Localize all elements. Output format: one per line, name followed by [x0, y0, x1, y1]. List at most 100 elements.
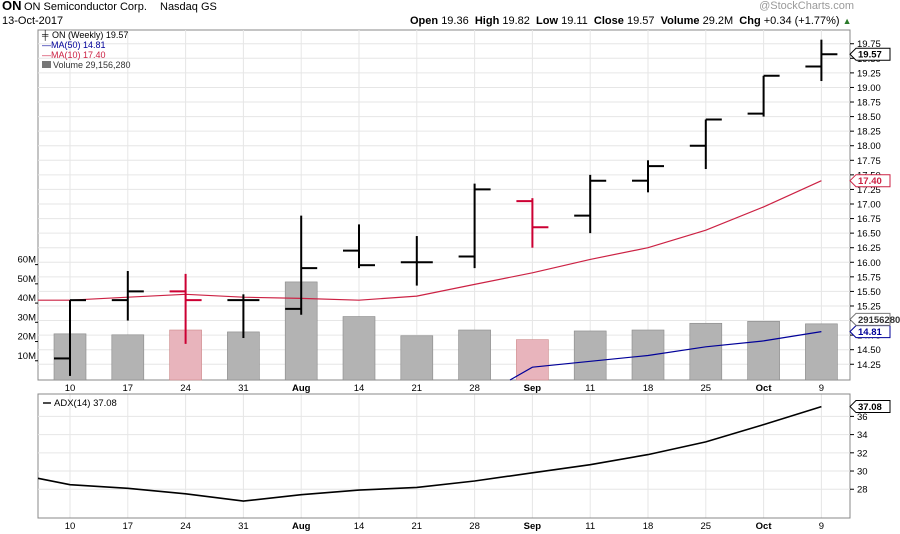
x-tick-label: 18 — [643, 383, 654, 394]
line-icon: — — [42, 40, 51, 50]
price-tick-label: 14.25 — [857, 360, 881, 371]
adx-line — [37, 405, 822, 502]
low-label: Low — [536, 15, 559, 27]
price-tick-label: 15.50 — [857, 287, 881, 298]
price-tick-label: 19.75 — [857, 39, 881, 50]
adx-panel-frame — [37, 393, 851, 519]
volume-bar — [227, 331, 260, 381]
exchange: Nasdaq GS — [160, 1, 217, 13]
legend-price: ╪ ON (Weekly) 19.57 — [42, 30, 129, 40]
volume-bar — [573, 330, 607, 381]
price-tick-label: 19.25 — [857, 68, 881, 79]
ohlc-bar — [747, 74, 780, 117]
price-tick-label: 18.25 — [857, 127, 881, 138]
ma50-line — [509, 331, 822, 381]
volume-tick-label: 50M — [18, 274, 37, 285]
chg-label: Chg — [739, 15, 761, 27]
price-tick-label: 16.25 — [857, 243, 881, 254]
volume-bar — [400, 335, 434, 381]
volume-bar — [805, 323, 838, 381]
axes: 14.2514.5014.7515.0015.2515.5015.7516.00… — [18, 39, 900, 532]
x-tick-label: 14 — [354, 521, 365, 532]
volume-marker-label: 29156280 — [858, 315, 900, 326]
volume-tick-label: 40M — [18, 293, 37, 304]
price-bars — [54, 39, 838, 376]
volume-bar — [458, 329, 491, 381]
volume-tick-label: 10M — [18, 351, 37, 362]
volume-marker-box — [849, 312, 891, 326]
quote-values: Open 19.36 High 19.82 Low 19.11 Close 19… — [410, 14, 852, 28]
ohlc-bar — [54, 299, 86, 376]
adx-tick-label: 30 — [857, 467, 868, 478]
volume-bar — [111, 334, 145, 381]
x-tick-label: 11 — [585, 521, 595, 532]
open-label: Open — [410, 15, 439, 27]
x-tick-label: 24 — [180, 383, 191, 394]
x-tick-label: 18 — [643, 521, 654, 532]
x-tick-label: 9 — [819, 521, 824, 532]
adx-tick-label: 34 — [857, 430, 868, 441]
x-tick-label: Aug — [292, 383, 311, 394]
ma50-marker-label: 14.81 — [858, 327, 882, 338]
x-tick-label: 28 — [469, 521, 480, 532]
adx-tick-label: 28 — [857, 485, 868, 496]
x-tick-label: 31 — [238, 383, 249, 394]
price-marker-box — [849, 47, 891, 61]
ohlc-bar — [169, 273, 202, 344]
chg-value: +0.34 (+1.77%) — [763, 15, 840, 27]
line-icon: — — [42, 50, 51, 60]
open-value: 19.36 — [441, 15, 469, 27]
close-value: 19.57 — [626, 15, 655, 27]
x-tick-label: 17 — [123, 383, 134, 394]
volume-bar — [342, 316, 376, 381]
x-tick-label: 21 — [412, 521, 423, 532]
x-tick-label: Oct — [756, 521, 773, 532]
legend-ma10: —MA(10) 17.40 — [42, 50, 106, 60]
volume-tick-label: 20M — [18, 332, 37, 343]
volume-bar — [689, 322, 723, 381]
price-tick-label: 18.50 — [857, 112, 881, 123]
ohlc-bar — [574, 174, 607, 234]
x-tick-label: Sep — [524, 383, 542, 394]
title-row: ON ON Semiconductor Corp. Nasdaq GS @Sto… — [0, 0, 900, 14]
ohlc-bar — [400, 236, 433, 286]
ohlc-bar — [285, 215, 318, 315]
price-tick-label: 14.50 — [857, 345, 881, 356]
x-tick-label: 21 — [412, 383, 423, 394]
watermark: @StockCharts.com — [759, 0, 854, 12]
adx-tick-label: 36 — [857, 412, 868, 423]
ohlc-bar — [458, 183, 491, 269]
close-label: Close — [593, 15, 624, 27]
volume-label: Volume — [660, 15, 700, 27]
ohlc-bar — [516, 198, 549, 248]
price-tick-label: 17.00 — [857, 200, 881, 211]
price-tick-label: 18.75 — [857, 98, 881, 109]
up-arrow-icon: ▲ — [842, 16, 852, 26]
price-tick-label: 17.25 — [857, 185, 881, 196]
x-tick-label: 31 — [238, 521, 249, 532]
moving-averages — [38, 180, 822, 381]
price-panel-frame — [37, 29, 851, 381]
ohlc-bar — [343, 224, 375, 269]
grid — [37, 29, 851, 518]
x-tick-label: 10 — [65, 521, 76, 532]
legend-ma50: —MA(50) 14.81 — [42, 40, 106, 50]
adx-marker-box — [849, 400, 891, 414]
ma10-marker-label: 17.40 — [858, 176, 882, 187]
x-tick-label: 25 — [701, 521, 712, 532]
price-tick-label: 17.75 — [857, 156, 881, 167]
x-tick-label: 17 — [123, 521, 134, 532]
x-tick-label: Oct — [756, 383, 773, 394]
price-tick-label: 19.00 — [857, 83, 881, 94]
x-tick-label: 14 — [354, 383, 365, 394]
x-tick-label: 11 — [585, 383, 595, 394]
volume-value: 29.2M — [702, 15, 734, 27]
ohlc-icon: ╪ — [42, 30, 49, 40]
volume-bars — [53, 281, 838, 381]
x-tick-label: 10 — [65, 383, 76, 394]
price-tick-label: 16.75 — [857, 214, 881, 225]
high-label: High — [474, 15, 500, 27]
ohlc-bar — [689, 118, 722, 170]
x-tick-label: 9 — [819, 383, 824, 394]
